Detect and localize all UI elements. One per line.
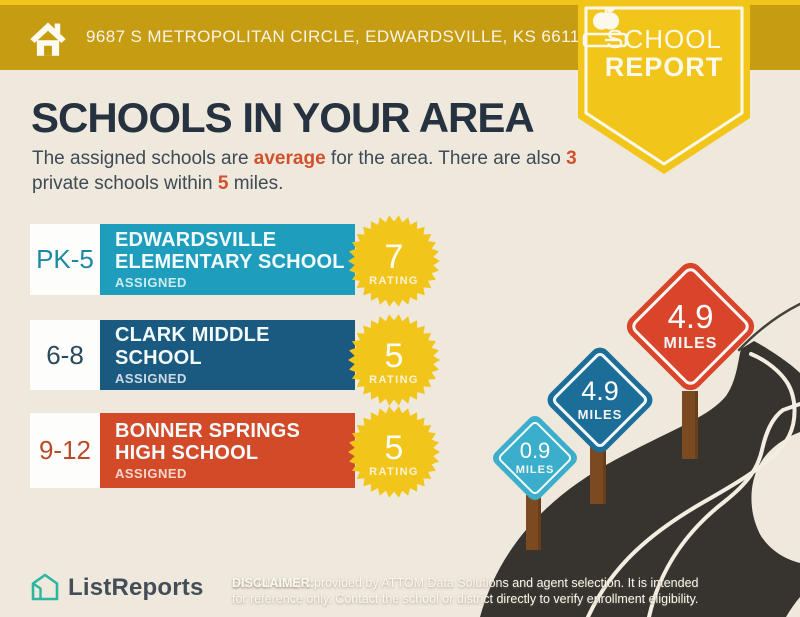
school-bar: BONNER SPRINGS HIGH SCHOOL ASSIGNED: [100, 413, 355, 488]
rating-starburst: 5 RATING: [348, 314, 440, 406]
subtitle-highlight-count: 3: [566, 148, 577, 169]
grade-range-box: 6-8: [30, 320, 100, 390]
school-row-elementary: PK-5 EDWARDSVILLE ELEMENTARY SCHOOL ASSI…: [30, 215, 440, 307]
sign-distance: 4.9: [581, 376, 619, 406]
disclaimer-line2: for reference only. Contact the school o…: [232, 592, 699, 607]
subtitle-highlight-average: average: [253, 148, 326, 169]
rating-starburst: 7 RATING: [348, 215, 440, 307]
sign-distance: 0.9: [519, 438, 551, 463]
distance-sign-0-9-miles: 0.9 MILES: [489, 412, 581, 504]
road-distant-line: [737, 302, 800, 352]
school-row-middle: 6-8 CLARK MIDDLE SCHOOL ASSIGNED 5 RATIN…: [30, 314, 440, 406]
grade-range: PK-5: [36, 244, 94, 274]
school-status: ASSIGNED: [115, 370, 187, 386]
subtitle-text: The assigned schools are average for the…: [32, 146, 612, 197]
house-icon: [30, 22, 66, 56]
top-accent-strip: [0, 0, 800, 5]
apple-on-book-icon: [582, 6, 628, 48]
road-surface: [480, 341, 800, 617]
school-name: EDWARDSVILLE ELEMENTARY SCHOOL: [115, 228, 345, 273]
sign-post-medium: [590, 444, 606, 504]
sign-unit: MILES: [577, 407, 623, 422]
distance-sign-4-9-miles-blue: 4.9 MILES: [543, 343, 657, 457]
sign-post-small: [526, 495, 541, 550]
sign-distance: 4.9: [667, 298, 714, 335]
grade-range-box: PK-5: [30, 224, 100, 295]
subtitle-post: miles.: [228, 173, 284, 195]
school-bar: CLARK MIDDLE SCHOOL ASSIGNED: [100, 320, 355, 390]
grade-range: 6-8: [46, 339, 84, 370]
school-report-badge: SCHOOL REPORT: [578, 0, 750, 176]
road-edge-line-outer: [586, 352, 797, 617]
school-name: BONNER SPRINGS HIGH SCHOOL: [115, 419, 301, 464]
school-status: ASSIGNED: [115, 466, 187, 482]
rating-value: 5: [384, 428, 404, 467]
subtitle-highlight-miles: 5: [217, 173, 229, 195]
sign-post-large: [682, 391, 698, 459]
rating-label: RATING: [369, 274, 419, 287]
sign-unit: MILES: [663, 335, 718, 352]
school-status: ASSIGNED: [115, 275, 187, 291]
subtitle-mid1: for the area. There are also: [325, 148, 567, 169]
rating-starburst: 5 RATING: [348, 406, 440, 498]
subtitle-mid2: private schools within: [32, 173, 218, 195]
grade-range: 9-12: [38, 435, 92, 465]
disclaimer-line1: School data is provided by ATTOM Data So…: [232, 576, 699, 590]
disclaimer-label: DISCLAIMER:: [232, 576, 314, 590]
sign-unit: MILES: [515, 464, 555, 476]
property-address: 9687 S METROPOLITAN CIRCLE, EDWARDSVILLE…: [86, 27, 589, 46]
disclaimer-text: DISCLAIMER: School data is provided by A…: [232, 575, 792, 608]
road-edge-line-inner: [647, 402, 800, 617]
distance-sign-4-9-miles-red: 4.9 MILES: [621, 257, 760, 396]
rating-label: RATING: [369, 373, 419, 386]
school-bar: EDWARDSVILLE ELEMENTARY SCHOOL ASSIGNED: [100, 224, 355, 295]
page-title: SCHOOLS IN YOUR AREA: [31, 94, 535, 141]
rating-label: RATING: [369, 465, 419, 478]
rating-value: 7: [384, 237, 404, 276]
listreports-wordmark: ListReports: [68, 574, 204, 601]
subtitle-pre: The assigned schools are: [32, 148, 254, 169]
listreports-logo: ListReports: [30, 569, 240, 605]
rating-value: 5: [384, 336, 404, 375]
badge-shape: [578, 0, 750, 174]
listreports-house-icon: [31, 573, 59, 601]
badge-inner-border: [584, 6, 744, 166]
grade-range-box: 9-12: [30, 413, 100, 488]
school-name: CLARK MIDDLE SCHOOL: [115, 324, 270, 369]
badge-title-line2: REPORT: [604, 52, 724, 82]
school-row-high: 9-12 BONNER SPRINGS HIGH SCHOOL ASSIGNED…: [30, 406, 440, 498]
